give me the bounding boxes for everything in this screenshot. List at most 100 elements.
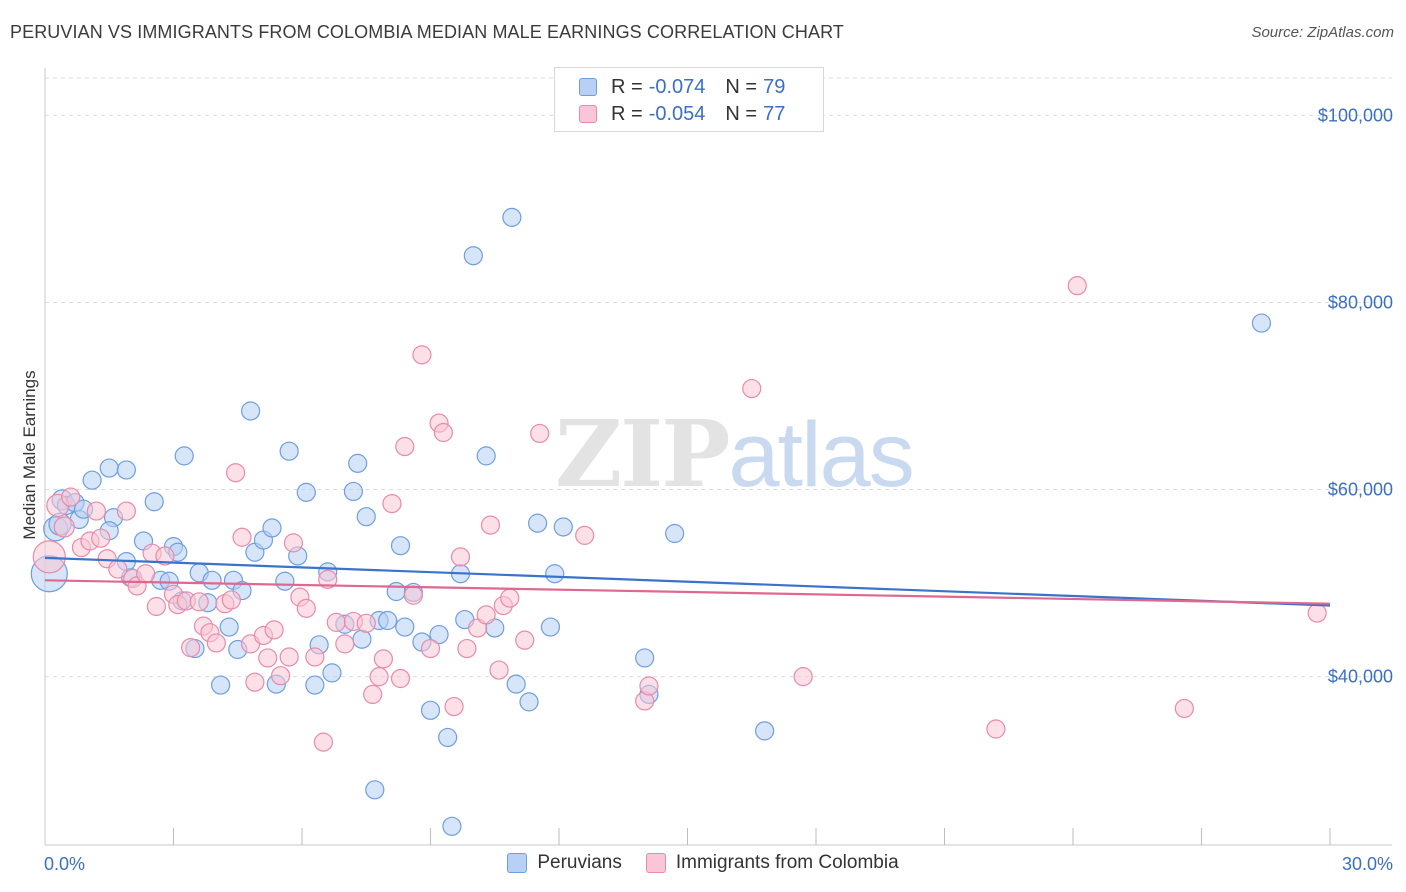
peruvian-point — [386, 581, 406, 602]
peruvian-point — [174, 446, 194, 466]
peruvian-point — [99, 458, 119, 478]
legend-label-peruvians: Peruvians — [537, 852, 622, 873]
colombia-point — [335, 634, 355, 654]
colombia-point — [363, 684, 383, 705]
legend-swatch-pink — [645, 853, 666, 873]
colombia-point — [369, 667, 389, 687]
peruvian-point — [506, 674, 526, 694]
trend-line-peruvians — [44, 556, 1331, 607]
peruvian-point — [82, 470, 102, 490]
y-tick-label: $40,000 — [1328, 667, 1393, 687]
legend-r-value: -0.074 — [648, 75, 706, 98]
peruvian-point — [241, 401, 261, 421]
colombia-point — [575, 525, 595, 545]
legend-n-label: N = — [725, 75, 758, 98]
colombia-point — [326, 612, 346, 632]
trend-line-colombia — [44, 579, 1331, 605]
colombia-point — [489, 660, 509, 680]
correlation-legend: R = -0.074 N = 79 R = -0.054 N = 77 — [554, 67, 824, 132]
peruvian-point — [463, 246, 483, 266]
legend-row-colombia: R = -0.054 N = 77 — [555, 100, 791, 128]
legend-item-colombia: Immigrants from Colombia — [645, 852, 899, 874]
peruvian-point — [553, 517, 573, 537]
peruvian-point — [438, 727, 458, 748]
colombia-point — [356, 613, 376, 633]
peruvian-point — [540, 617, 561, 637]
colombia-point — [390, 668, 411, 689]
colombia-point — [412, 345, 432, 365]
peruvian-point — [279, 441, 299, 461]
colombia-point — [155, 546, 175, 566]
peruvian-point — [352, 629, 372, 649]
peruvian-point — [442, 816, 462, 836]
source-credit: Source: ZipAtlas.com — [1251, 24, 1394, 41]
colombia-point — [1307, 603, 1327, 623]
colombia-point — [1067, 276, 1087, 296]
peruvian-point — [754, 721, 775, 741]
peruvian-point — [429, 624, 449, 645]
colombia-point — [793, 667, 813, 687]
colombia-point — [206, 633, 226, 653]
legend-r-label: R = — [611, 102, 643, 125]
colombia-point — [515, 630, 535, 650]
colombia-point — [530, 423, 550, 444]
peruvian-point — [476, 446, 496, 466]
peruvian-point — [527, 513, 548, 533]
legend-n-value: 79 — [763, 75, 786, 98]
colombia-point — [476, 605, 496, 625]
y-tick-label: $80,000 — [1328, 292, 1393, 312]
colombia-point — [53, 516, 75, 538]
peruvian-point — [262, 518, 282, 538]
colombia-point — [395, 436, 415, 457]
legend-item-peruvians: Peruvians — [507, 852, 622, 874]
peruvian-point — [635, 648, 655, 668]
peruvian-point — [365, 780, 385, 800]
colombia-point — [221, 590, 241, 610]
peruvian-point — [420, 700, 441, 720]
colombia-point — [264, 620, 284, 640]
legend-swatch-blue — [507, 853, 528, 873]
peruvian-point — [545, 564, 565, 584]
colombia-point — [373, 649, 393, 669]
peruvian-point — [519, 692, 539, 712]
colombia-point — [403, 585, 423, 605]
colombia-point — [258, 648, 278, 668]
colombia-point — [382, 493, 402, 514]
colombia-point — [270, 666, 291, 686]
peruvian-point — [219, 617, 239, 637]
colombia-point — [279, 647, 299, 667]
colombia-point — [61, 487, 81, 507]
peruvian-point — [202, 570, 222, 590]
legend-r-value: -0.054 — [648, 102, 706, 125]
peruvian-point — [348, 453, 368, 473]
peruvian-point — [144, 492, 164, 512]
colombia-point — [986, 719, 1006, 739]
legend-n-value: 77 — [763, 102, 786, 125]
colombia-point — [136, 564, 156, 584]
colombia-point — [189, 592, 209, 612]
peruvian-point — [322, 663, 342, 683]
colombia-point — [305, 647, 325, 667]
peruvian-point — [378, 610, 398, 631]
peruvian-point — [1251, 313, 1272, 333]
y-tick-label: $100,000 — [1318, 105, 1393, 125]
legend-row-peruvians: R = -0.074 N = 79 — [555, 73, 791, 101]
colombia-point — [245, 672, 265, 692]
colombia-point — [500, 588, 520, 608]
peruvian-point — [502, 207, 522, 227]
colombia-point — [480, 515, 501, 535]
x-tick-label: 30.0% — [1342, 854, 1393, 874]
x-tick-label: 0.0% — [44, 854, 85, 874]
watermark-atlas: atlas — [728, 404, 914, 506]
peruvian-point — [390, 536, 411, 556]
chart-title: PERUVIAN VS IMMIGRANTS FROM COLOMBIA MED… — [10, 22, 844, 42]
colombia-point — [116, 501, 136, 521]
colombia-point — [639, 676, 659, 696]
legend-swatch-pink — [579, 105, 597, 123]
colombia-point — [283, 533, 304, 553]
peruvian-point — [305, 675, 325, 695]
colombia-point — [146, 596, 166, 617]
peruvian-point — [356, 507, 376, 527]
colombia-point — [742, 378, 762, 399]
